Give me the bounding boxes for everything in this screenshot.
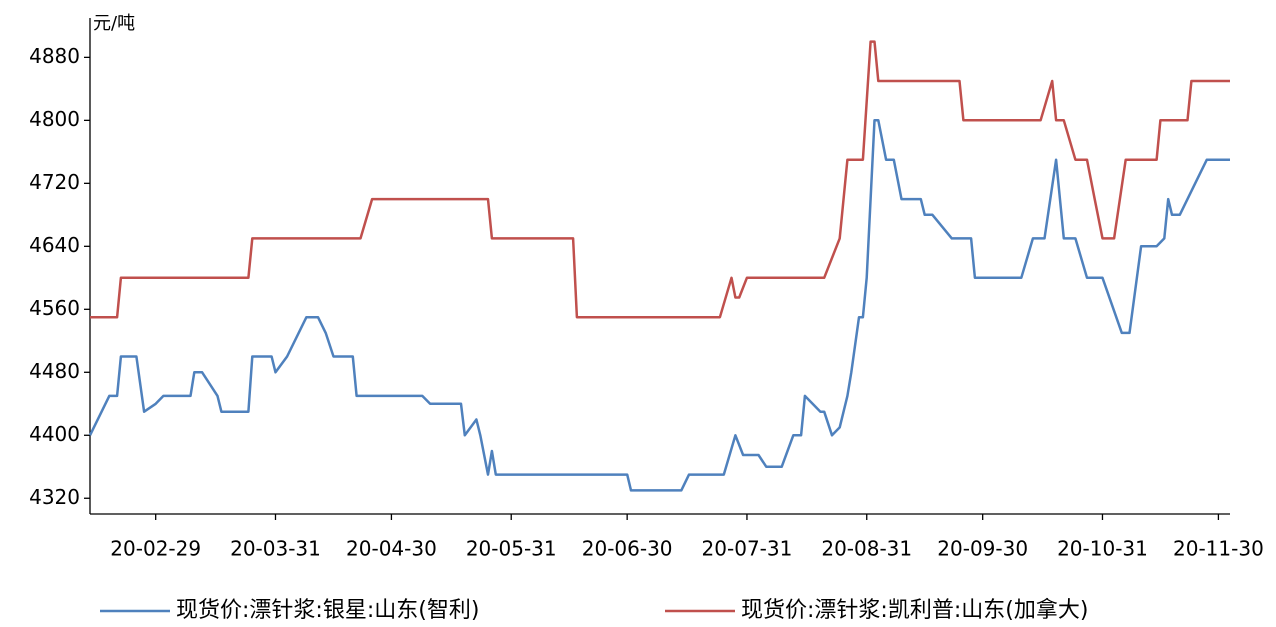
y-tick-label: 4800 <box>29 107 80 131</box>
legend-label: 现货价:漂针浆:银星:山东(智利) <box>176 598 479 623</box>
x-tick-label: 20-09-30 <box>937 537 1028 561</box>
y-tick-label: 4880 <box>29 44 80 68</box>
x-tick-label: 20-10-31 <box>1057 537 1148 561</box>
y-tick-label: 4640 <box>29 233 80 257</box>
x-tick-label: 20-05-31 <box>466 537 557 561</box>
y-tick-label: 4320 <box>29 485 80 509</box>
series-line <box>88 119 1230 492</box>
y-tick-label: 4560 <box>29 296 80 320</box>
x-tick-label: 20-08-31 <box>821 537 912 561</box>
x-tick-label: 20-02-29 <box>110 537 201 561</box>
y-unit: 元/吨 <box>93 13 135 34</box>
y-tick-label: 4400 <box>29 422 80 446</box>
y-tick-label: 4720 <box>29 170 80 194</box>
series-line <box>90 40 1230 319</box>
x-tick-label: 20-03-31 <box>230 537 321 561</box>
x-tick-label: 20-06-30 <box>582 537 673 561</box>
x-tick-label: 20-11-30 <box>1173 537 1264 561</box>
y-tick-label: 4480 <box>29 359 80 383</box>
legend-label: 现货价:漂针浆:凯利普:山东(加拿大) <box>741 597 1088 623</box>
x-tick-label: 20-07-31 <box>702 537 793 561</box>
x-tick-label: 20-04-30 <box>346 537 437 561</box>
